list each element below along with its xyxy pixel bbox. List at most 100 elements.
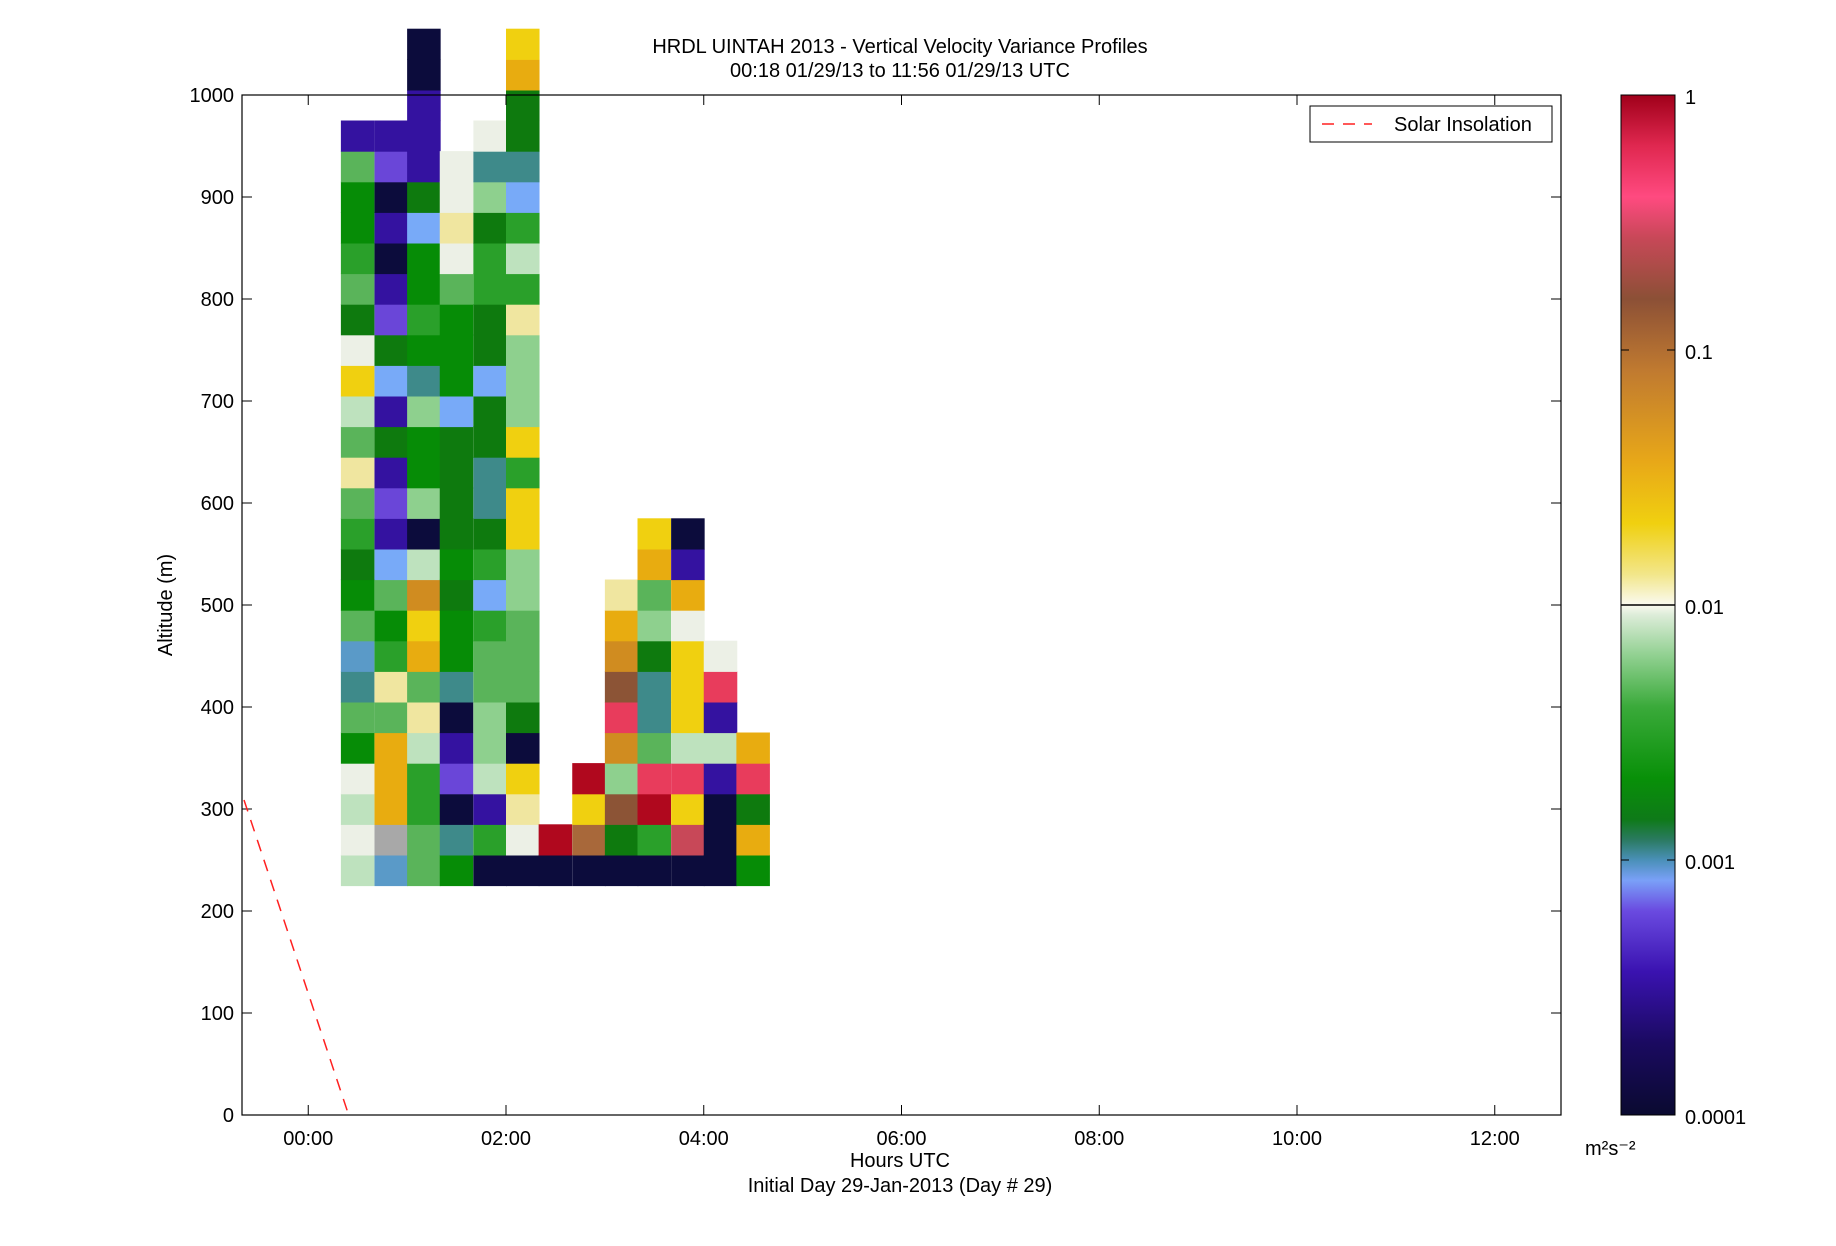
heatmap-cell — [340, 671, 375, 703]
heatmap-cell — [374, 640, 409, 672]
heatmap-cell — [506, 793, 540, 825]
heatmap-cell — [671, 793, 705, 825]
heatmap-cell — [374, 304, 409, 336]
heatmap-cell — [671, 640, 705, 672]
heatmap-cell — [637, 579, 672, 611]
heatmap-cell — [506, 732, 540, 764]
heatmap-cell — [374, 763, 409, 795]
y-tick-label: 200 — [201, 901, 234, 923]
heatmap-cell — [407, 395, 441, 428]
heatmap-cell — [473, 395, 507, 428]
heatmap-cell — [374, 610, 409, 642]
legend: Solar Insolation — [1309, 105, 1553, 143]
heatmap-cell — [407, 701, 441, 734]
colorbar-unit: m²s⁻² — [1585, 1138, 1636, 1160]
heatmap-cell — [637, 763, 672, 795]
heatmap-cell — [473, 365, 507, 397]
x-tick-label: 02:00 — [481, 1128, 531, 1150]
heatmap-cell — [671, 701, 705, 734]
heatmap-cell — [340, 579, 375, 611]
heatmap-cell — [374, 518, 409, 550]
heatmap-cell — [703, 763, 738, 795]
heatmap-cell — [604, 763, 639, 795]
y-axis-label: Altitude (m) — [155, 554, 177, 656]
heatmap-cell — [374, 487, 409, 519]
colorbar: 1 0.1 0.01 0.001 0.0001 m²s⁻² — [1585, 87, 1746, 1160]
heatmap-cell — [439, 793, 474, 825]
heatmap-cell — [407, 854, 441, 887]
heatmap-cell — [439, 579, 474, 611]
heatmap-cell — [572, 824, 606, 856]
heatmap-cell — [340, 701, 375, 734]
heatmap-cell — [506, 518, 540, 550]
heatmap-cell — [473, 120, 507, 152]
heatmap-cell — [340, 610, 375, 642]
heatmap-cell — [340, 273, 375, 305]
heatmap-cell — [604, 579, 639, 611]
heatmap-cell — [374, 120, 409, 152]
heatmap-cell — [506, 28, 540, 60]
heatmap-cell — [407, 732, 441, 764]
heatmap-cell — [637, 854, 672, 887]
heatmap-cell — [473, 763, 507, 795]
heatmap-cell — [506, 854, 540, 887]
heatmap-cell — [671, 579, 705, 611]
colorbar-label-0-001: 0.001 — [1685, 852, 1735, 874]
heatmap-cell — [439, 365, 474, 397]
heatmap-cell — [340, 181, 375, 213]
heatmap-cell — [506, 242, 540, 275]
heatmap-cell — [506, 640, 540, 672]
heatmap-cell — [736, 854, 770, 887]
heatmap-cell — [340, 548, 375, 581]
heatmap-cell — [637, 671, 672, 703]
heatmap-cell — [637, 548, 672, 581]
y-tick-label: 900 — [201, 187, 234, 209]
heatmap-cell — [439, 181, 474, 213]
heatmap-cell — [439, 763, 474, 795]
heatmap-cell — [637, 793, 672, 825]
heatmap-cell — [439, 395, 474, 428]
heatmap-cell — [506, 457, 540, 489]
heatmap-cell — [604, 671, 639, 703]
heatmap-cell — [407, 273, 441, 305]
solar-insolation-line — [243, 799, 349, 1114]
heatmap-cell — [473, 640, 507, 672]
heatmap-cell — [604, 640, 639, 672]
heatmap-cell — [340, 304, 375, 336]
heatmap-cell — [374, 242, 409, 275]
heatmap-cell — [604, 610, 639, 642]
heatmap-cell — [340, 854, 375, 887]
colorbar-label-0-0001: 0.0001 — [1685, 1107, 1746, 1129]
heatmap-cell — [506, 273, 540, 305]
heatmap-cell — [473, 426, 507, 458]
heatmap-cell — [506, 365, 540, 397]
heatmap-cell — [439, 548, 474, 581]
heatmap-cell — [736, 824, 770, 856]
heatmap-cell — [506, 304, 540, 336]
axis-ticks: 00:00 02:00 04:00 06:00 08:00 10:00 12:00 0 100 2… — [190, 85, 1561, 1150]
heatmap-cell — [473, 824, 507, 856]
heatmap-cell — [407, 640, 441, 672]
x-axis-secondary-label: Initial Day 29-Jan-2013 (Day # 29) — [748, 1175, 1053, 1197]
y-tick-label: 300 — [201, 799, 234, 821]
heatmap-cell — [506, 181, 540, 213]
heatmap-cell — [340, 793, 375, 825]
heatmap-cell — [340, 395, 375, 428]
heatmap-cell — [340, 242, 375, 275]
heatmap-cell — [538, 854, 573, 887]
heatmap-cell — [374, 273, 409, 305]
heatmap-cell — [671, 671, 705, 703]
x-tick-label: 00:00 — [283, 1128, 333, 1150]
heatmap-cell — [671, 610, 705, 642]
heatmap-cell — [703, 640, 738, 672]
heatmap-cell — [736, 763, 770, 795]
heatmap-cell — [572, 763, 606, 795]
y-tick-label: 700 — [201, 391, 234, 413]
heatmap-cell — [439, 487, 474, 519]
heatmap-cell — [671, 854, 705, 887]
heatmap-cell — [374, 395, 409, 428]
heatmap-cell — [374, 793, 409, 825]
heatmap-cell — [439, 426, 474, 458]
legend-label: Solar Insolation — [1394, 114, 1532, 136]
heatmap-cell — [506, 426, 540, 458]
